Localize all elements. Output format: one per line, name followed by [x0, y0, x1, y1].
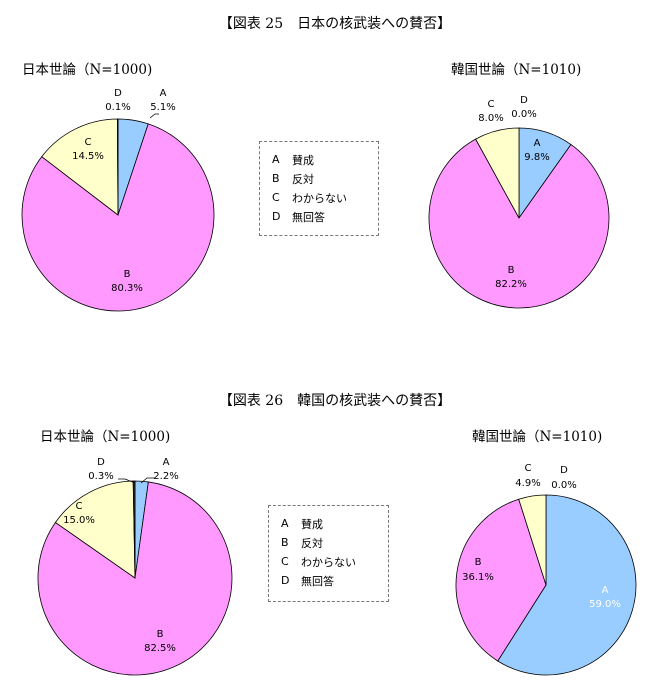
legend-text: 反対	[292, 172, 314, 186]
slice-label-b: B	[475, 557, 482, 568]
pie-title-korea-26: 韓国世論（N=1010)	[472, 429, 603, 445]
pie-slice-b	[428, 138, 610, 309]
slice-label-d: D	[114, 88, 122, 99]
pie-title-japan-26: 日本世論（N=1000)	[40, 429, 171, 445]
legend-key: A	[272, 153, 280, 166]
slice-label-c: C	[76, 501, 83, 512]
legend-figure-26: A 賛成 B 反対 C わからない D 無回答	[268, 505, 389, 602]
legend-figure-25: A 賛成 B 反対 C わからない D 無回答	[259, 141, 379, 236]
slice-label-a: A	[534, 138, 541, 149]
slice-label-b: B	[508, 265, 515, 276]
slice-label-c: C	[525, 463, 532, 474]
legend-text: 無回答	[301, 574, 334, 588]
legend-item-a: A 賛成	[260, 150, 378, 169]
slice-label-d: D	[97, 457, 105, 468]
leader-line-a	[140, 477, 155, 484]
pie-slice-d	[116, 118, 119, 216]
slice-value-c: 14.5%	[72, 151, 104, 162]
legend-key: C	[281, 555, 289, 568]
slice-label-c: C	[85, 137, 92, 148]
slice-value-b: 36.1%	[462, 572, 494, 583]
legend-text: 無回答	[292, 210, 325, 224]
legend-item-c: C わからない	[260, 188, 378, 207]
pie-title-japan-25: 日本世論（N=1000)	[22, 62, 153, 78]
figure-26-title: 【図表 26 韓国の核武装への賛否】	[218, 393, 452, 409]
slice-label-a: A	[160, 88, 167, 99]
slice-label-c: C	[488, 99, 495, 110]
legend-key: B	[272, 172, 280, 185]
pie-title-korea-25: 韓国世論（N=1010)	[451, 62, 582, 78]
slice-value-a: 2.2%	[153, 471, 178, 482]
leader-line-d	[118, 478, 136, 484]
slice-label-b: B	[157, 629, 164, 640]
slice-value-b: 80.3%	[111, 283, 143, 294]
pie-slice-c	[475, 127, 520, 219]
legend-key: A	[281, 517, 289, 530]
figure-25-title: 【図表 25 日本の核武装への賛否】	[218, 16, 452, 32]
slice-value-d: 0.1%	[105, 102, 130, 113]
slice-value-d: 0.0%	[551, 480, 576, 491]
legend-item-d: D 無回答	[260, 207, 378, 226]
slice-value-d: 0.3%	[88, 471, 113, 482]
slice-label-a: A	[602, 585, 609, 596]
pie-slice-d	[132, 480, 136, 579]
legend-item-b: B 反対	[260, 169, 378, 188]
legend-text: 反対	[301, 536, 323, 550]
legend-key: D	[281, 574, 290, 587]
legend-key: D	[272, 210, 281, 223]
legend-key: B	[281, 536, 289, 549]
pie-slice-c	[54, 480, 136, 579]
pie-slice-a	[497, 494, 637, 676]
slice-value-c: 4.9%	[515, 478, 540, 489]
pie-slice-b	[455, 498, 547, 662]
slice-label-d: D	[560, 465, 568, 476]
legend-text: 賛成	[292, 153, 314, 167]
legend-item-b: B 反対	[269, 533, 388, 552]
legend-text: わからない	[292, 191, 347, 205]
pie-slice-b	[21, 123, 215, 312]
legend-key: C	[272, 191, 280, 204]
slice-value-c: 15.0%	[63, 515, 95, 526]
leader-line-a	[149, 113, 159, 119]
slice-label-d: D	[520, 95, 528, 106]
slice-value-b: 82.5%	[144, 643, 176, 654]
legend-item-a: A 賛成	[269, 514, 388, 533]
slice-value-b: 82.2%	[495, 279, 527, 290]
slice-value-c: 8.0%	[478, 113, 503, 124]
slice-label-b: B	[124, 269, 131, 280]
legend-item-c: C わからない	[269, 552, 388, 571]
slice-value-a: 5.1%	[150, 102, 175, 113]
pie-slice-c	[41, 118, 119, 216]
legend-text: 賛成	[301, 517, 323, 531]
pie-slice-c	[518, 494, 547, 586]
slice-value-a: 9.8%	[524, 152, 549, 163]
slice-value-d: 0.0%	[511, 109, 536, 120]
slice-value-a: 59.0%	[589, 599, 621, 610]
legend-text: わからない	[301, 555, 356, 569]
slice-label-a: A	[163, 457, 170, 468]
legend-item-d: D 無回答	[269, 571, 388, 590]
